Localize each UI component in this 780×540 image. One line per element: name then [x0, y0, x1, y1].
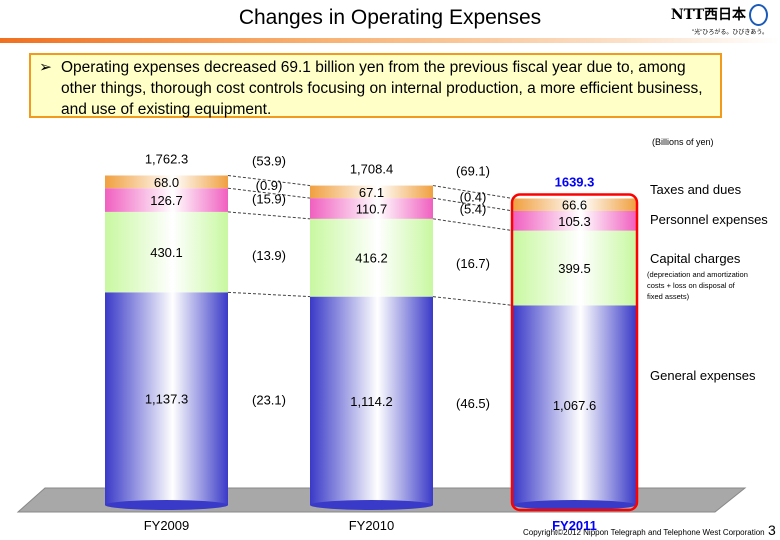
bar-segment-taxes-and-dues: [105, 175, 228, 189]
legend-label: Taxes and dues: [650, 182, 742, 197]
connector-line: [432, 296, 514, 306]
bar-segment-general-expenses: [105, 292, 228, 505]
unit-label: (Billions of yen): [652, 137, 714, 147]
bar-base: [105, 500, 228, 510]
change-label-capital: (13.9): [252, 248, 286, 263]
summary-text: Operating expenses decreased 69.1 billio…: [61, 59, 703, 118]
change-label-total: (69.1): [456, 164, 490, 179]
data-label: 68.0: [154, 175, 179, 190]
data-label: 105.3: [558, 214, 591, 229]
legend-label: General expenses: [650, 368, 756, 383]
connector-line: [432, 185, 514, 200]
change-label-personnel: (5.4): [460, 202, 487, 217]
category-label: FY2010: [349, 518, 395, 533]
bar-segment-taxes-and-dues: [310, 185, 433, 199]
logo-tagline: "光"ひろがる。ひびきあう。: [692, 30, 768, 36]
connector-line: [227, 174, 311, 187]
connector-line: [227, 211, 311, 220]
bar-segment-general-expenses: [310, 296, 433, 505]
header-rule: [0, 38, 780, 43]
bar-base: [513, 500, 636, 510]
legend-label: Personnel expenses: [650, 212, 768, 227]
total-label: 1,762.3: [145, 151, 188, 166]
bar-segment-general-expenses: [513, 305, 636, 505]
data-label: 416.2: [355, 251, 388, 266]
bar-segment-capital-charges: [105, 211, 228, 293]
category-label: FY2011: [552, 518, 597, 533]
bar-segment-personnel-expenses: [310, 198, 433, 219]
change-label-taxes: (0.4): [460, 189, 487, 204]
data-label: 66.6: [562, 198, 587, 213]
summary-box: ➢ Operating expenses decreased 69.1 bill…: [29, 53, 722, 118]
data-label: 126.7: [150, 193, 183, 208]
data-label: 399.5: [558, 261, 591, 276]
total-label: 1,708.4: [350, 162, 393, 177]
bar-segment-personnel-expenses: [105, 188, 228, 212]
legend-sublabel: (depreciation and amortization costs + lo…: [647, 270, 748, 301]
copyright: Copyright©2012 Nippon Telegraph and Tele…: [523, 528, 765, 537]
bar-base: [310, 500, 433, 510]
logo-text: NTT西日本: [670, 7, 746, 24]
highlight-outline: [510, 193, 639, 512]
total-label: 1639.3: [555, 175, 595, 190]
bullet-arrow-icon: ➢: [39, 59, 52, 76]
data-label: 430.1: [150, 245, 183, 260]
bar-segment-personnel-expenses: [513, 210, 636, 231]
change-label-total: (53.9): [252, 153, 286, 168]
data-label: 1,114.2: [350, 394, 392, 409]
change-label-general: (46.5): [456, 396, 490, 411]
change-label-taxes: (0.9): [256, 178, 283, 193]
category-label: FY2009: [144, 518, 190, 533]
data-label: 67.1: [359, 185, 384, 200]
change-label-personnel: (15.9): [252, 191, 286, 206]
legend-label: Capital charges: [650, 251, 741, 266]
data-label: 1,067.6: [553, 398, 596, 413]
connector-line: [432, 218, 514, 232]
connector-line: [432, 197, 514, 212]
change-label-general: (23.1): [252, 393, 286, 408]
bar-segment-capital-charges: [310, 218, 433, 297]
ntt-logo: NTT西日本 "光"ひろがる。ひびきあう。: [671, 4, 768, 36]
bar-segment-capital-charges: [513, 230, 636, 306]
page-title: Changes in Operating Expenses: [238, 6, 542, 29]
data-label: 110.7: [356, 201, 388, 216]
logo-mark-icon: [749, 4, 768, 26]
bar-segment-taxes-and-dues: [513, 198, 636, 211]
change-label-capital: (16.7): [456, 256, 490, 271]
data-label: 1,137.3: [145, 392, 188, 407]
connector-line: [227, 291, 311, 298]
connector-line: [227, 187, 311, 199]
page-number: 3: [768, 522, 776, 538]
